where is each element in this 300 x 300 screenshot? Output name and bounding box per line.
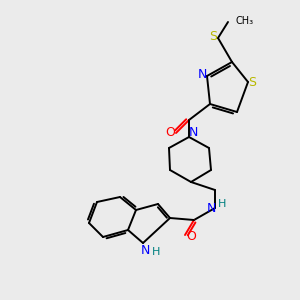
Text: N: N bbox=[206, 202, 216, 214]
Text: N: N bbox=[197, 68, 207, 80]
Text: S: S bbox=[248, 76, 256, 88]
Text: O: O bbox=[186, 230, 196, 242]
Text: CH₃: CH₃ bbox=[235, 16, 253, 26]
Text: H: H bbox=[218, 199, 226, 209]
Text: O: O bbox=[165, 125, 175, 139]
Text: N: N bbox=[188, 127, 198, 140]
Text: S: S bbox=[209, 31, 217, 44]
Text: H: H bbox=[152, 247, 160, 257]
Text: N: N bbox=[140, 244, 150, 257]
